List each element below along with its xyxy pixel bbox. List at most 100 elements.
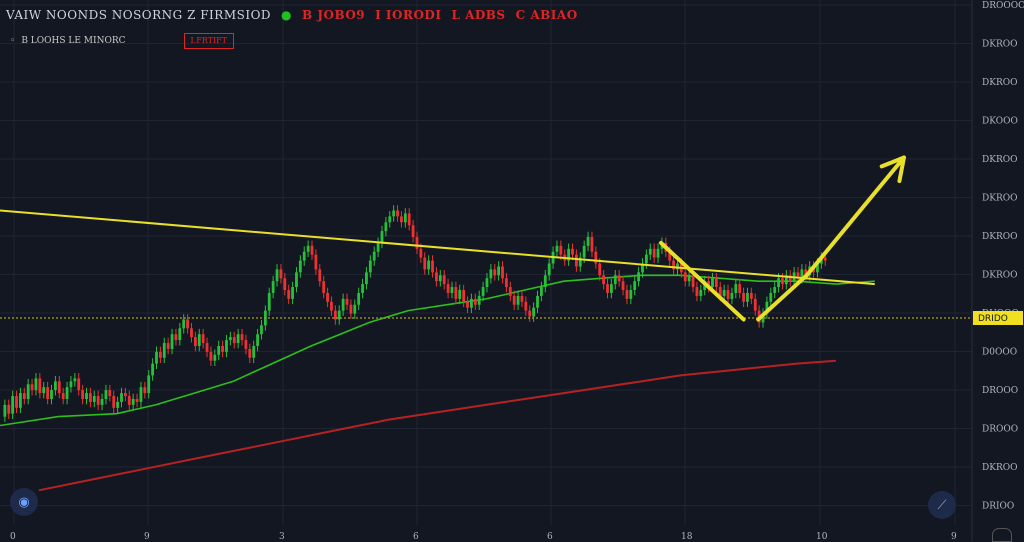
candle-body <box>368 260 372 273</box>
candle-body <box>804 269 808 276</box>
price-tag: DRIDO <box>973 310 1023 325</box>
trendline[interactable] <box>0 209 875 286</box>
close-value: C ABIAO <box>515 8 578 22</box>
candle-body <box>42 387 46 394</box>
indicator-badge[interactable]: I.FRTIFT <box>183 33 235 49</box>
candle-body <box>248 348 252 358</box>
candle-body <box>796 272 800 279</box>
candle-body <box>582 245 586 258</box>
candle-body <box>450 287 454 293</box>
candle-body <box>532 307 536 317</box>
time-tick-label: 9 <box>951 532 957 541</box>
candle-body <box>555 245 559 252</box>
candle-body <box>609 284 613 293</box>
candle-body <box>734 284 738 293</box>
candle-body <box>333 310 337 320</box>
low-value: L ADBS <box>451 8 506 22</box>
candle-body <box>547 263 551 276</box>
candle-body <box>586 237 590 246</box>
candle-body <box>415 237 419 249</box>
price-tick-label: DKROO <box>982 78 1017 88</box>
candle-body <box>326 292 329 302</box>
candle-body <box>462 290 466 302</box>
price-tick-label: DKROO <box>982 463 1017 473</box>
time-axis[interactable]: 0 9 3 6 6 18 10 9 <box>10 532 957 541</box>
price-tick-label: DRIOO <box>982 502 1014 512</box>
candle-body <box>746 292 749 302</box>
ohlc-header: VAIW NOONDS NOSORNG Z FIRMSIOD ● B JOBO9… <box>6 6 578 24</box>
candle-body <box>298 260 302 273</box>
candle-body <box>217 345 221 355</box>
candle-body <box>602 275 606 285</box>
candle-body <box>112 396 116 408</box>
price-tick-label: DROOOO <box>982 1 1024 11</box>
eye-icon[interactable]: ◉ <box>10 488 38 516</box>
candle-body <box>361 284 364 293</box>
candle-body <box>773 287 777 293</box>
indicator-visibility-icon[interactable]: ◦ <box>10 36 16 46</box>
candle-body <box>652 248 656 258</box>
candle-body <box>613 275 617 285</box>
candle-body <box>295 272 298 288</box>
candle-body <box>567 248 571 261</box>
high-value: I IORODI <box>375 8 442 22</box>
candle-body <box>625 290 629 299</box>
candle-body <box>209 351 213 361</box>
v-pattern-lines[interactable] <box>658 240 809 322</box>
candle-body <box>753 298 757 311</box>
candle-body <box>193 337 197 346</box>
candle-body <box>236 334 240 344</box>
candle-body <box>497 266 501 276</box>
candle-body <box>38 378 42 394</box>
candle-body <box>485 278 489 288</box>
candle-body <box>357 292 361 305</box>
breakout-arrow[interactable] <box>804 155 906 278</box>
candle-body <box>707 281 710 288</box>
candle-body <box>699 290 703 296</box>
candle-body <box>131 398 135 405</box>
grid-lines <box>0 0 973 541</box>
candle-body <box>252 345 256 358</box>
candle-body <box>123 393 127 397</box>
candle-body <box>641 263 644 273</box>
candle-body <box>606 284 609 293</box>
candle-body <box>225 340 228 352</box>
candle-body <box>11 396 15 414</box>
candle-body <box>275 269 279 282</box>
candle-body <box>182 319 186 329</box>
candle-body <box>501 266 504 279</box>
candle-body <box>287 290 291 299</box>
candle-body <box>147 375 151 394</box>
candle-body <box>637 272 641 282</box>
time-scale-handle[interactable] <box>992 528 1012 542</box>
candle-body <box>656 248 660 258</box>
candle-body <box>454 287 458 299</box>
indicator-label[interactable]: B LOOHS LE MINORC <box>21 36 126 46</box>
price-axis[interactable]: DROOOO DKROO DKROO DKOOO DKROO DKROO DKROO DKRO… <box>982 1 1024 512</box>
candle-body <box>543 275 547 288</box>
candle-body <box>621 281 625 291</box>
candle-body <box>644 254 648 264</box>
ruler-icon[interactable]: ⟋ <box>928 491 956 519</box>
slow-ma-line <box>38 359 836 492</box>
candle-body <box>120 393 123 402</box>
candle-body <box>730 292 734 299</box>
candle-body <box>104 390 108 399</box>
candle-body <box>205 343 209 352</box>
candle-body <box>598 263 602 276</box>
candle-body <box>337 310 341 320</box>
candle-body <box>7 404 11 414</box>
candle-body <box>777 278 780 288</box>
pattern-stroke <box>756 273 809 322</box>
candle-body <box>816 263 819 273</box>
candle-body <box>695 287 699 296</box>
symbol-title[interactable]: VAIW NOONDS NOSORNG Z FIRMSIOD <box>6 8 272 22</box>
candle-body <box>3 404 7 417</box>
candle-body <box>431 260 434 273</box>
candle-body <box>318 269 322 282</box>
candle-body <box>50 390 53 399</box>
candle-body <box>781 278 784 285</box>
candle-body <box>155 351 158 364</box>
candle-body <box>260 325 263 335</box>
